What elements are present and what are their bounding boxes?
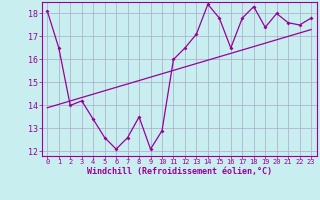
X-axis label: Windchill (Refroidissement éolien,°C): Windchill (Refroidissement éolien,°C) [87,167,272,176]
